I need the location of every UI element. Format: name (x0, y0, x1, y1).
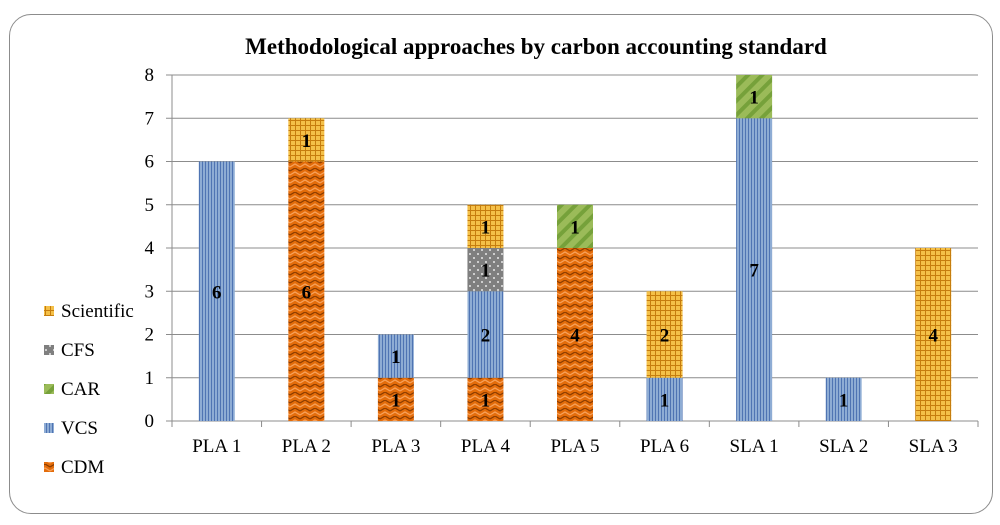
y-tick-label: 3 (145, 281, 155, 302)
y-tick-label: 1 (145, 368, 155, 389)
bar-cdm-pla-5 (557, 248, 593, 421)
bar-vcs-sla-1 (736, 118, 773, 421)
bar-scientific-pla-4 (467, 204, 504, 248)
data-label: 2 (660, 326, 670, 347)
data-label: 6 (302, 282, 312, 303)
bar-vcs-sla-2 (825, 377, 862, 421)
legend-label-cdm: CDM (61, 457, 104, 478)
data-label: 4 (928, 326, 938, 347)
bar-scientific-pla-2 (288, 118, 325, 162)
x-tick-label: PLA 1 (192, 436, 241, 457)
legend-swatch-cfs (44, 345, 54, 355)
data-label: 1 (660, 390, 670, 411)
y-tick-label: 0 (145, 411, 155, 432)
bar-cfs-pla-4 (467, 248, 504, 292)
bar-cdm-pla-2 (288, 161, 325, 421)
legend: Scientific CFS CAR VCS CDM (44, 301, 134, 478)
y-tick-label: 6 (145, 152, 155, 173)
data-label: 1 (391, 347, 401, 368)
x-tick-label: PLA 4 (461, 436, 511, 457)
x-tick-label: PLA 3 (371, 436, 420, 457)
data-label: 1 (481, 217, 491, 238)
y-tick-label: 5 (145, 195, 155, 216)
data-label: 7 (749, 261, 759, 282)
y-tick-label: 7 (145, 108, 155, 129)
data-label: 1 (481, 261, 491, 282)
y-tick-label: 4 (145, 238, 155, 259)
data-label: 2 (481, 326, 491, 347)
x-tick-label: SLA 3 (909, 436, 958, 457)
data-label: 1 (391, 390, 401, 411)
bars (198, 75, 952, 421)
y-tick-label: 2 (145, 325, 155, 346)
data-label: 1 (570, 217, 580, 238)
legend-swatch-car (44, 384, 54, 394)
bar-cdm-pla-4 (467, 377, 504, 421)
x-tick-label: SLA 2 (819, 436, 868, 457)
bar-scientific-pla-6 (646, 291, 683, 378)
bar-vcs-pla-1 (198, 161, 235, 421)
data-label: 6 (212, 282, 222, 303)
x-tick-label: PLA 5 (550, 436, 599, 457)
bar-car-pla-5 (557, 204, 593, 248)
x-tick-label: PLA 2 (282, 436, 331, 457)
bar-car-sla-1 (736, 75, 773, 119)
data-label: 1 (749, 88, 759, 109)
data-label: 1 (839, 390, 849, 411)
legend-label-scientific: Scientific (61, 301, 134, 322)
y-axis-ticks: 0 1 2 3 4 5 6 7 8 (145, 65, 155, 432)
legend-swatch-scientific (44, 306, 54, 316)
legend-label-car: CAR (61, 379, 100, 400)
y-tick-label: 8 (145, 65, 155, 86)
legend-label-vcs: VCS (61, 418, 98, 439)
legend-label-cfs: CFS (61, 340, 95, 361)
legend-swatch-vcs (44, 423, 54, 433)
bar-vcs-pla-6 (646, 377, 683, 421)
bar-scientific-sla-3 (915, 248, 952, 421)
x-axis-ticks: PLA 1 PLA 2 PLA 3 PLA 4 PLA 5 PLA 6 SLA 1 SLA 2… (192, 436, 958, 457)
x-tick-label: PLA 6 (640, 436, 689, 457)
data-label: 1 (481, 390, 491, 411)
bar-vcs-pla-4 (467, 291, 504, 378)
data-label: 1 (302, 131, 312, 152)
chart-title: Methodological approaches by carbon acco… (245, 34, 827, 59)
bar-cdm-pla-3 (377, 377, 414, 421)
data-labels: 6 6 1 1 1 1 2 1 1 4 1 1 2 7 1 1 4 (212, 88, 938, 412)
data-label: 4 (570, 326, 580, 347)
bar-vcs-pla-3 (377, 334, 414, 378)
legend-swatch-cdm (44, 462, 54, 472)
x-tick-label: SLA 1 (730, 436, 779, 457)
